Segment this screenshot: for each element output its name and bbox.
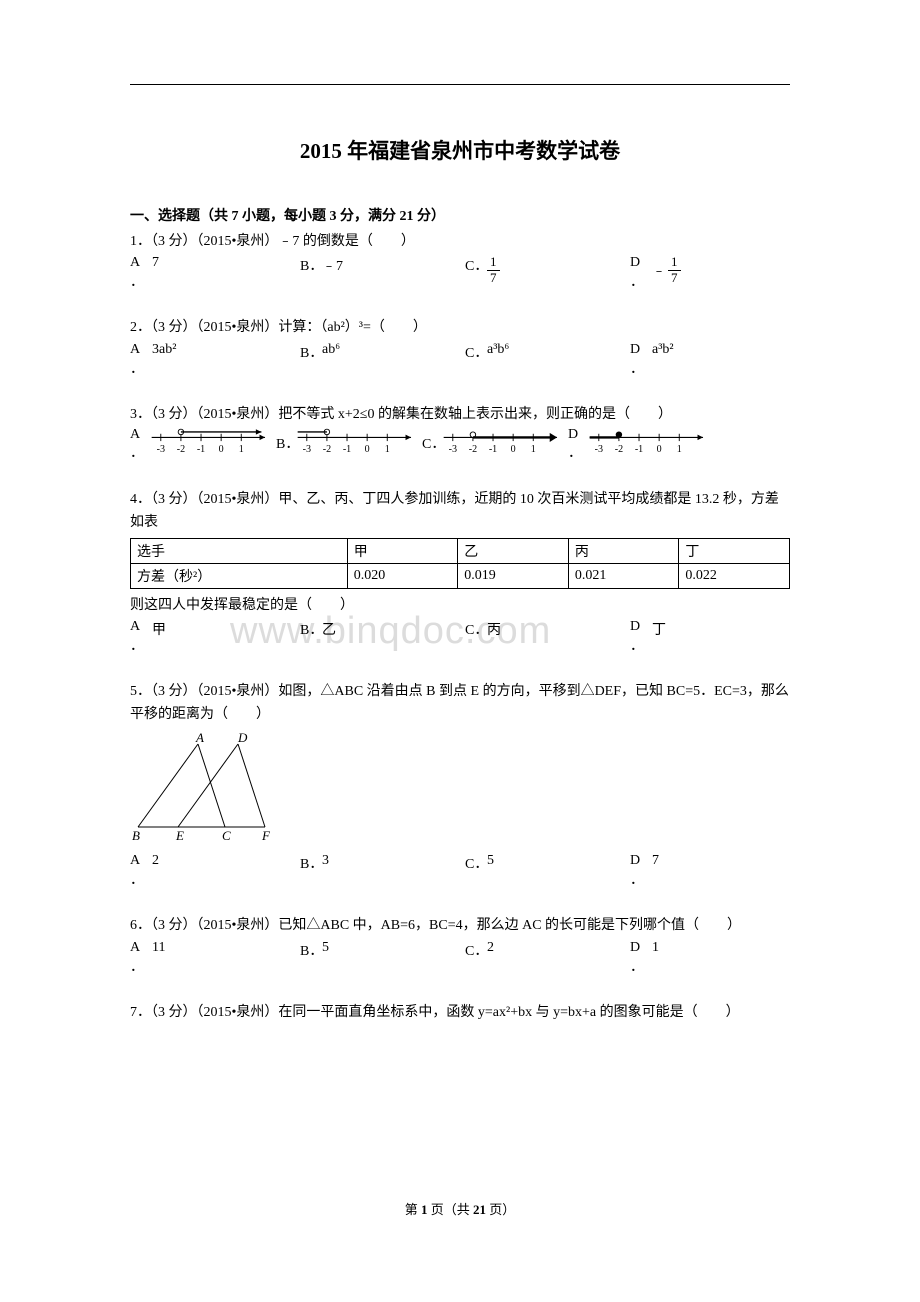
option-label-d: D． [568, 426, 586, 462]
option-value: 2 [152, 853, 159, 869]
svg-text:0: 0 [657, 444, 662, 455]
svg-text:B: B [132, 828, 140, 842]
option-value: 5 [322, 940, 329, 956]
variance-table: 选手 甲 乙 丙 丁 方差（秒²） 0.020 0.019 0.021 0.02… [130, 538, 790, 589]
option-label-a: A． [130, 853, 152, 889]
option-value: ﹣ 1 7 [652, 255, 681, 285]
question-text: 2．（3 分）（2015•泉州）计算：（ab²）³=（ ） [130, 317, 790, 339]
option-label-a: A． [130, 342, 152, 378]
option-label-a: A． [130, 619, 152, 655]
svg-text:D: D [237, 732, 248, 745]
question-text: 5．（3 分）（2015•泉州）如图，△ABC 沿着由点 B 到点 E 的方向，… [130, 681, 790, 726]
option-label-b: B． [300, 940, 322, 960]
svg-text:A: A [195, 732, 204, 745]
svg-text:F: F [261, 828, 271, 842]
top-divider [130, 84, 790, 85]
document-title: 2015 年福建省泉州市中考数学试卷 [130, 135, 790, 165]
svg-text:1: 1 [531, 444, 536, 455]
option-label-b: B． [300, 342, 322, 362]
option-value: 丁 [652, 619, 666, 639]
option-label-d: D． [630, 853, 652, 889]
option-value: a³b² [652, 342, 674, 358]
svg-text:C: C [222, 828, 231, 842]
question-text: 1．（3 分）（2015•泉州）﹣7 的倒数是（ ） [130, 231, 790, 253]
number-line-d: -3 -2 -1 0 1 [586, 426, 714, 463]
question-7: 7．（3 分）（2015•泉州）在同一平面直角坐标系中，函数 y=ax²+bx … [130, 1002, 790, 1024]
option-label-b: B． [276, 436, 294, 454]
svg-text:1: 1 [239, 444, 244, 455]
svg-text:0: 0 [365, 444, 370, 455]
question-text: 3．（3 分）（2015•泉州）把不等式 x+2≤0 的解集在数轴上表示出来，则… [130, 404, 790, 426]
question-text: 4．（3 分）（2015•泉州）甲、乙、丙、丁四人参加训练，近期的 10 次百米… [130, 489, 790, 534]
option-value: 甲 [152, 619, 166, 639]
option-label-c: C． [465, 255, 487, 275]
question-text: 6．（3 分）（2015•泉州）已知△ABC 中，AB=6，BC=4，那么边 A… [130, 915, 790, 937]
option-label-d: D． [630, 619, 652, 655]
option-value: 7 [152, 255, 159, 271]
option-value: 11 [152, 940, 165, 956]
svg-text:1: 1 [677, 444, 682, 455]
option-value: 3 [322, 853, 329, 869]
option-value: a³b⁶ [487, 342, 509, 358]
svg-text:0: 0 [511, 444, 516, 455]
option-value: 乙 [322, 619, 336, 639]
question-2: 2．（3 分）（2015•泉州）计算：（ab²）³=（ ） A． 3ab² B．… [130, 317, 790, 377]
option-value: ab⁶ [322, 342, 340, 358]
svg-text:-1: -1 [197, 444, 205, 455]
fraction: 1 7 [487, 255, 500, 285]
number-line-c: -3 -2 -1 0 1 [440, 426, 568, 463]
question-text: 则这四人中发挥最稳定的是（ ） [130, 595, 790, 617]
question-5: 5．（3 分）（2015•泉州）如图，△ABC 沿着由点 B 到点 E 的方向，… [130, 681, 790, 889]
svg-text:-2: -2 [469, 444, 477, 455]
question-4: 4．（3 分）（2015•泉州）甲、乙、丙、丁四人参加训练，近期的 10 次百米… [130, 489, 790, 655]
svg-text:-2: -2 [323, 444, 331, 455]
svg-text:1: 1 [385, 444, 390, 455]
page-footer: 第 1 页（共 21 页） [0, 1199, 920, 1218]
question-1: 1．（3 分）（2015•泉州）﹣7 的倒数是（ ） A． 7 B． ﹣7 C．… [130, 231, 790, 291]
option-value: 1 [652, 940, 659, 956]
option-label-c: C． [465, 342, 487, 362]
option-value: 5 [487, 853, 494, 869]
svg-text:-3: -3 [157, 444, 165, 455]
option-value: ﹣7 [322, 255, 343, 275]
number-line-a: -3 -2 -1 0 1 [148, 426, 276, 463]
triangle-figure: A D B E C F [130, 732, 790, 847]
svg-text:-3: -3 [449, 444, 457, 455]
option-value: 3ab² [152, 342, 176, 358]
option-label-c: C． [465, 619, 487, 639]
option-value: 2 [487, 940, 494, 956]
option-label-a: A． [130, 426, 148, 462]
option-label-d: D． [630, 342, 652, 378]
option-label-c: C． [422, 436, 440, 454]
option-label-c: C． [465, 940, 487, 960]
option-label-b: B． [300, 619, 322, 639]
option-label-b: B． [300, 255, 322, 275]
svg-text:-2: -2 [615, 444, 623, 455]
question-text: 7．（3 分）（2015•泉州）在同一平面直角坐标系中，函数 y=ax²+bx … [130, 1002, 790, 1024]
option-label-d: D． [630, 940, 652, 976]
number-line-b: -3 -2 -1 0 1 [294, 426, 422, 463]
svg-text:-1: -1 [343, 444, 351, 455]
svg-text:-1: -1 [489, 444, 497, 455]
option-label-a: A． [130, 255, 152, 291]
option-label-b: B． [300, 853, 322, 873]
section-header: 一、选择题（共 7 小题，每小题 3 分，满分 21 分） [130, 205, 790, 225]
svg-text:0: 0 [219, 444, 224, 455]
svg-text:-1: -1 [635, 444, 643, 455]
svg-text:-2: -2 [177, 444, 185, 455]
question-3: 3．（3 分）（2015•泉州）把不等式 x+2≤0 的解集在数轴上表示出来，则… [130, 404, 790, 463]
svg-text:E: E [175, 828, 184, 842]
option-label-c: C． [465, 853, 487, 873]
option-label-d: D． [630, 255, 652, 291]
svg-text:-3: -3 [595, 444, 603, 455]
option-value: 丙 [487, 619, 501, 639]
option-value: 7 [652, 853, 659, 869]
option-label-a: A． [130, 940, 152, 976]
question-6: 6．（3 分）（2015•泉州）已知△ABC 中，AB=6，BC=4，那么边 A… [130, 915, 790, 975]
svg-text:-3: -3 [303, 444, 311, 455]
